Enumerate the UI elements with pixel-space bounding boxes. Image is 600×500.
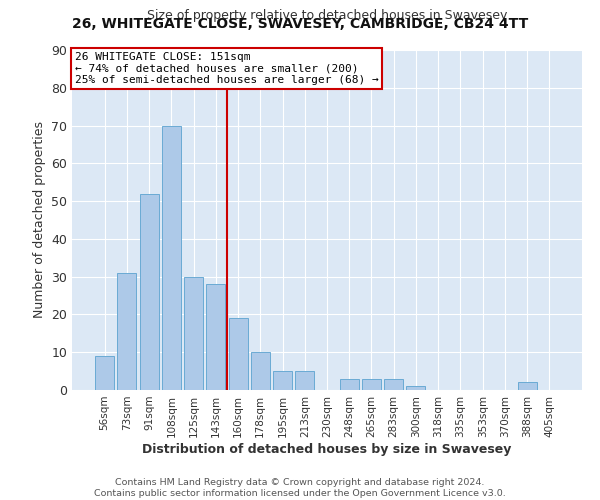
Title: Size of property relative to detached houses in Swavesey: Size of property relative to detached ho… [147,10,507,22]
X-axis label: Distribution of detached houses by size in Swavesey: Distribution of detached houses by size … [142,442,512,456]
Bar [384,378,403,390]
Bar [295,371,314,390]
Bar [251,352,270,390]
Text: 26 WHITEGATE CLOSE: 151sqm
← 74% of detached houses are smaller (200)
25% of sem: 26 WHITEGATE CLOSE: 151sqm ← 74% of deta… [74,52,379,85]
Bar [140,194,158,390]
Bar [95,356,114,390]
Bar [518,382,536,390]
Bar [273,371,292,390]
Bar [229,318,248,390]
Bar [340,378,359,390]
Bar [206,284,225,390]
Bar [184,276,203,390]
Text: Contains HM Land Registry data © Crown copyright and database right 2024.
Contai: Contains HM Land Registry data © Crown c… [94,478,506,498]
Bar [118,273,136,390]
Text: 26, WHITEGATE CLOSE, SWAVESEY, CAMBRIDGE, CB24 4TT: 26, WHITEGATE CLOSE, SWAVESEY, CAMBRIDGE… [72,18,528,32]
Bar [406,386,425,390]
Bar [362,378,381,390]
Y-axis label: Number of detached properties: Number of detached properties [32,122,46,318]
Bar [162,126,181,390]
